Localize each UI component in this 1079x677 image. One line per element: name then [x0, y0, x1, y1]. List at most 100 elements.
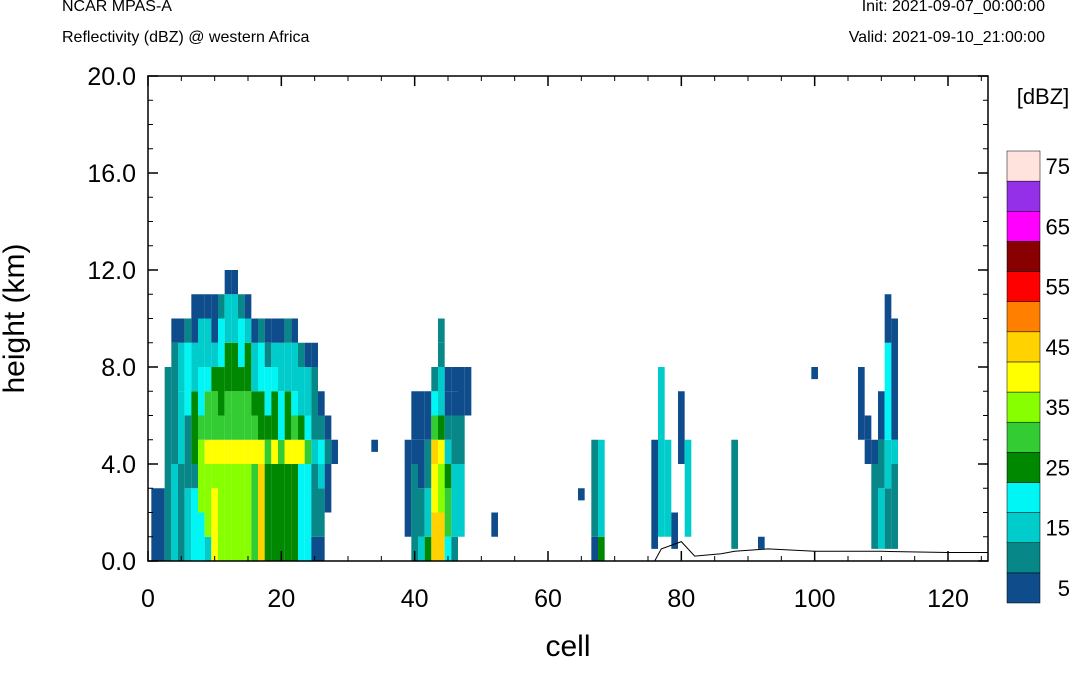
reflectivity-cell	[251, 415, 258, 440]
reflectivity-cell	[578, 488, 585, 501]
reflectivity-cell	[258, 464, 265, 561]
reflectivity-cell	[304, 464, 312, 561]
reflectivity-cell	[184, 318, 192, 343]
reflectivity-cell	[311, 536, 318, 561]
reflectivity-cell	[278, 318, 285, 343]
reflectivity-cell	[891, 464, 898, 549]
reflectivity-cell	[444, 488, 452, 537]
reflectivity-cell	[231, 439, 238, 464]
reflectivity-cell	[311, 342, 318, 367]
reflectivity-cell	[264, 342, 272, 367]
reflectivity-cell	[311, 439, 318, 464]
reflectivity-cell	[444, 464, 452, 489]
reflectivity-cell	[218, 367, 225, 416]
reflectivity-cell	[298, 415, 305, 440]
colorbar-label: 5	[1058, 576, 1070, 601]
reflectivity-cell	[218, 415, 225, 440]
colorbar-label: 65	[1046, 214, 1070, 239]
reflectivity-cell	[458, 367, 465, 416]
reflectivity-cell	[451, 464, 458, 537]
reflectivity-cell	[171, 342, 178, 464]
reflectivity-cell	[251, 464, 258, 561]
reflectivity-cell	[318, 536, 325, 561]
reflectivity-cell	[151, 488, 158, 561]
reflectivity-cell	[758, 536, 765, 549]
reflectivity-cell	[204, 318, 212, 367]
reflectivity-cell	[198, 318, 205, 367]
colorbar-swatch	[1006, 301, 1041, 333]
reflectivity-cell	[224, 294, 232, 343]
reflectivity-cell	[444, 391, 452, 416]
reflectivity-cell	[444, 367, 452, 392]
reflectivity-cell	[204, 439, 212, 464]
x-tick-label: 40	[401, 585, 429, 613]
reflectivity-cell	[184, 488, 192, 561]
reflectivity-cell	[318, 415, 325, 440]
reflectivity-cell	[864, 439, 872, 464]
reflectivity-cell	[271, 391, 278, 440]
reflectivity-cell	[211, 488, 218, 561]
reflectivity-cell	[598, 536, 605, 561]
x-tick-label: 120	[927, 585, 969, 613]
reflectivity-cell	[424, 488, 432, 537]
colorbar-unit: [dBZ]	[1017, 84, 1070, 109]
reflectivity-cell	[251, 342, 258, 392]
x-tick-label: 80	[667, 585, 695, 613]
reflectivity-cell	[231, 464, 238, 561]
reflectivity-cell	[438, 415, 445, 440]
reflectivity-cell	[231, 342, 238, 392]
reflectivity-cell	[191, 294, 198, 343]
reflectivity-cell	[238, 367, 245, 392]
reflectivity-cell	[218, 464, 225, 561]
reflectivity-cell	[371, 439, 378, 452]
reflectivity-cell	[591, 536, 598, 561]
reflectivity-cell	[178, 318, 185, 343]
reflectivity-cell	[238, 439, 245, 464]
reflectivity-cell	[258, 439, 265, 464]
reflectivity-cell	[304, 367, 312, 416]
reflectivity-cell	[278, 464, 285, 561]
init-time: Init: 2021-09-07_00:00:00	[861, 0, 1045, 15]
reflectivity-cells	[151, 270, 898, 561]
reflectivity-cell	[878, 391, 885, 440]
reflectivity-cell	[204, 391, 212, 440]
reflectivity-cell	[244, 294, 252, 319]
x-axis-title: cell	[545, 630, 590, 663]
reflectivity-cell	[238, 294, 245, 319]
reflectivity-cell	[178, 391, 185, 464]
colorbar-swatch	[1006, 482, 1041, 513]
reflectivity-cell	[431, 512, 438, 561]
reflectivity-cell	[324, 464, 332, 513]
reflectivity-cell	[251, 439, 258, 464]
reflectivity-cell	[278, 391, 285, 440]
reflectivity-cell	[491, 512, 498, 537]
y-axis-title: height (km)	[0, 243, 31, 393]
colorbar: 5 15 25 35 45 55 65 75	[1006, 150, 1070, 604]
reflectivity-cell	[198, 415, 205, 440]
colorbar-swatch	[1006, 271, 1041, 302]
x-tick-label: 100	[794, 585, 836, 613]
reflectivity-cell	[304, 415, 312, 440]
reflectivity-cell	[298, 439, 305, 464]
reflectivity-cell	[211, 391, 218, 440]
reflectivity-cell	[211, 342, 218, 367]
reflectivity-cell	[291, 464, 298, 561]
reflectivity-cell	[224, 391, 232, 440]
reflectivity-cell	[418, 536, 425, 561]
colorbar-label: 25	[1046, 455, 1070, 480]
reflectivity-cell	[878, 439, 885, 489]
reflectivity-cell	[658, 415, 665, 464]
reflectivity-cell	[271, 318, 278, 343]
reflectivity-cell	[264, 367, 272, 416]
reflectivity-cell	[884, 342, 892, 440]
reflectivity-cell	[444, 536, 452, 561]
reflectivity-cell	[424, 536, 432, 561]
reflectivity-cell	[211, 367, 218, 392]
reflectivity-cell	[411, 464, 418, 513]
y-tick-label: 20.0	[87, 63, 136, 91]
colorbar-label: 35	[1046, 395, 1070, 420]
y-tick-label: 12.0	[87, 257, 136, 285]
y-tick-label: 8.0	[101, 354, 136, 382]
reflectivity-cell	[271, 439, 278, 464]
